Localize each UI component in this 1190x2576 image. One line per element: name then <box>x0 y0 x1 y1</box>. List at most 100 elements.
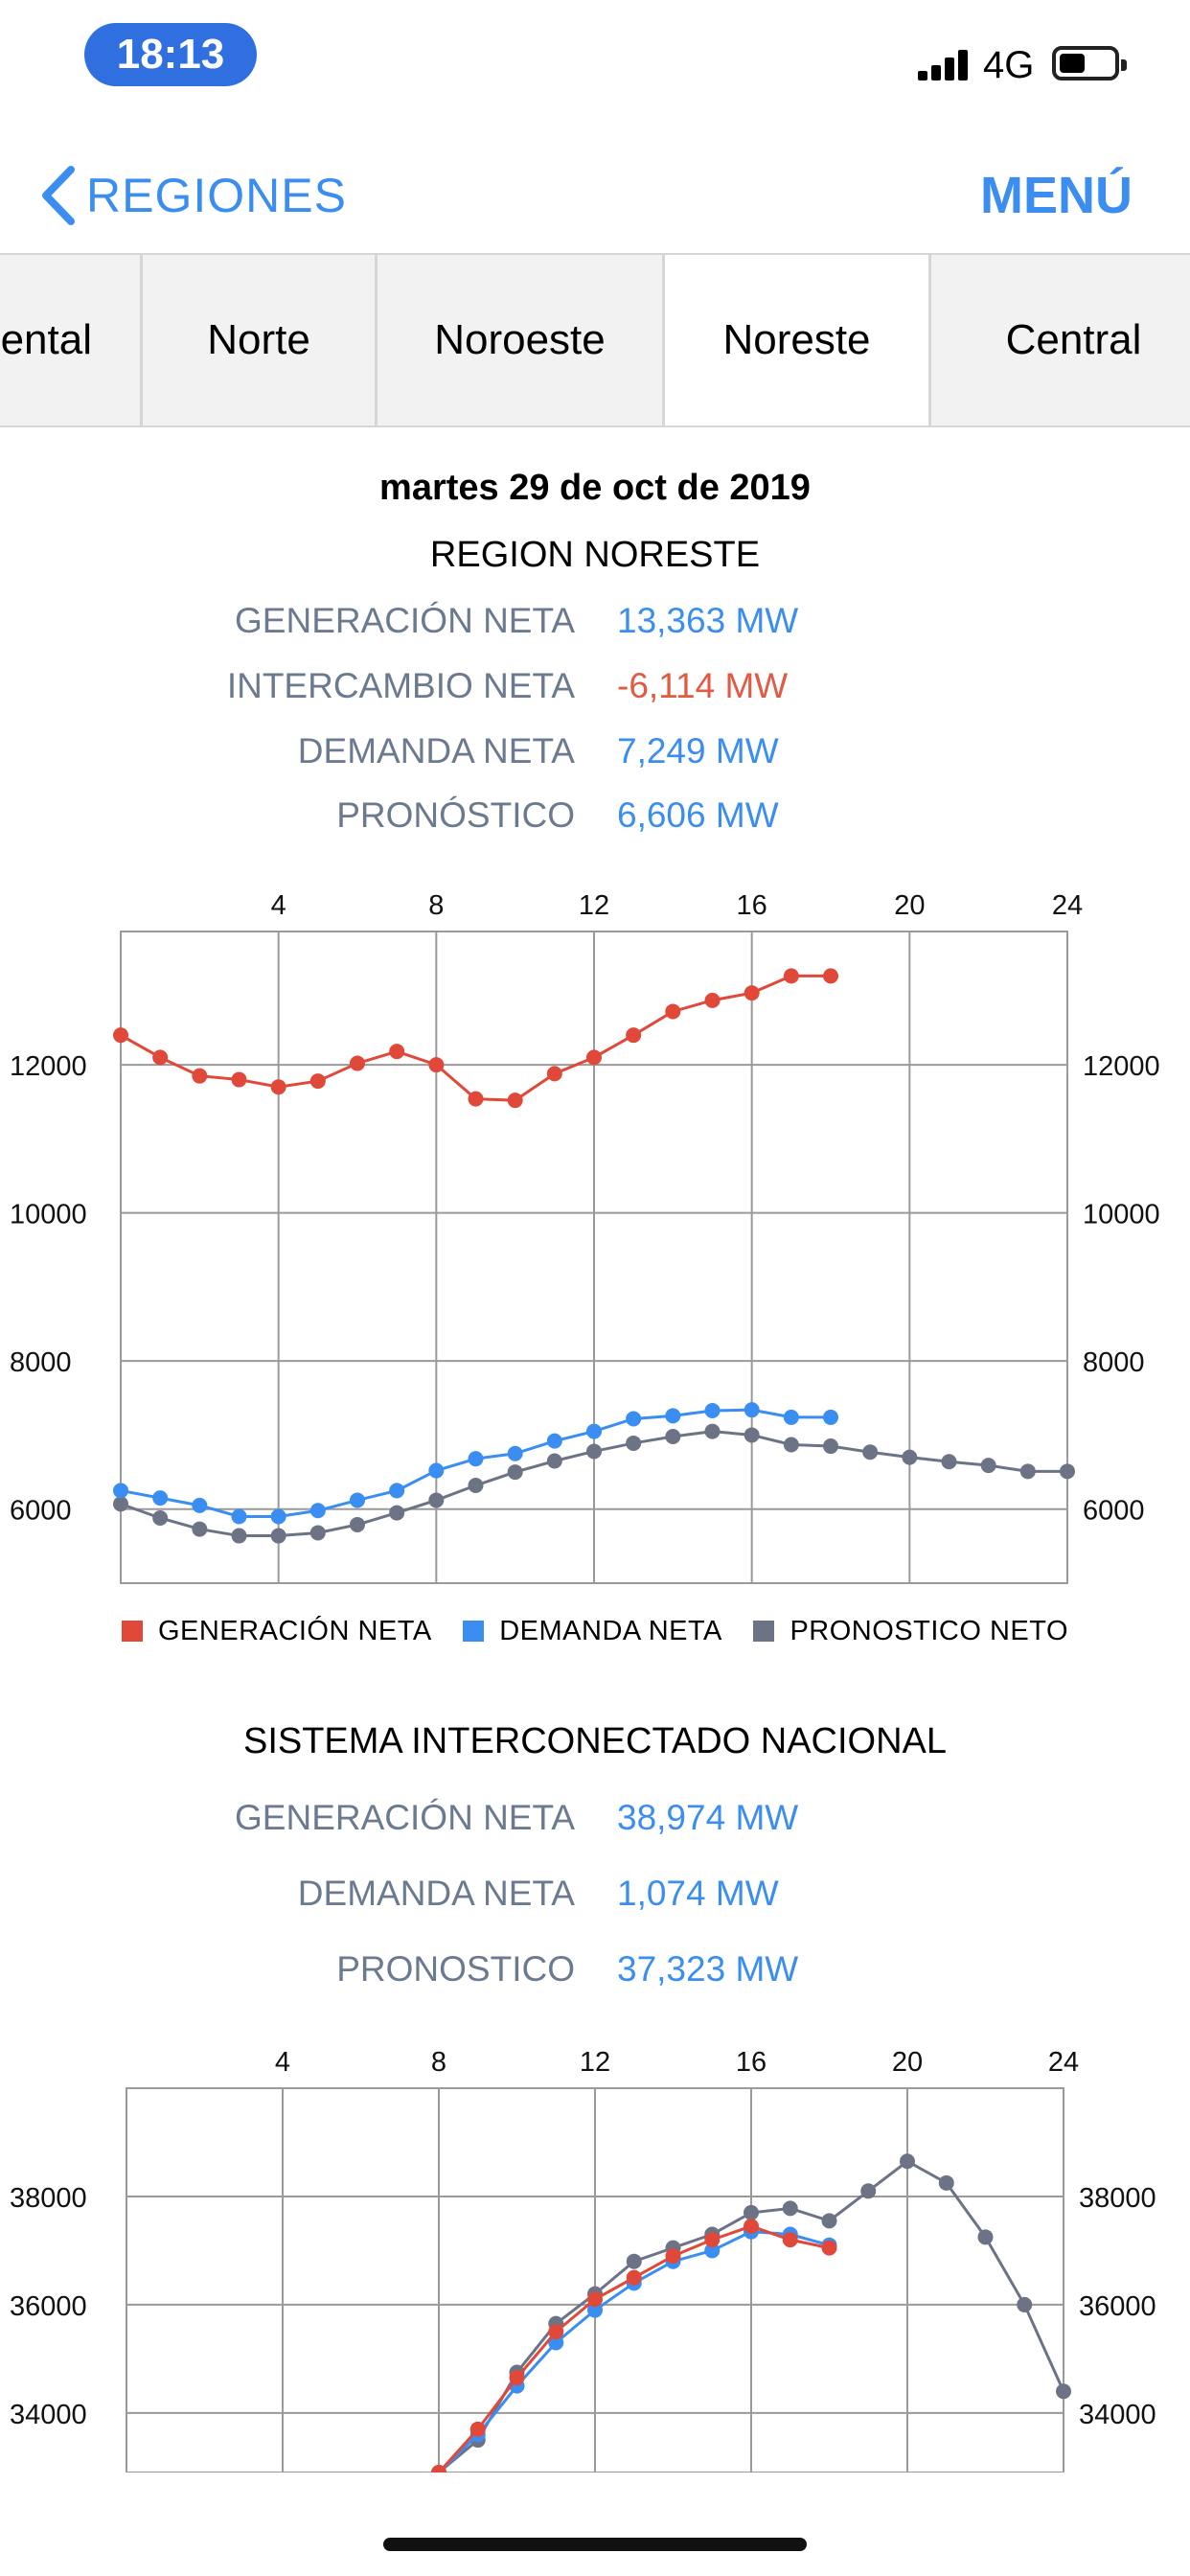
x-tick-label: 24 <box>1052 890 1083 921</box>
data-point-pronostico-neto <box>507 1464 523 1481</box>
data-point-pronostico-neto <box>192 1521 208 1537</box>
data-point-pronostico-neto <box>862 1444 879 1460</box>
y-tick-label-left: 34000 <box>10 2400 87 2430</box>
tab-noroeste[interactable]: Noroeste <box>378 255 665 426</box>
region-interchange-label: INTERCAMBIO NETA <box>226 666 575 705</box>
data-point-demanda-neta <box>626 1411 642 1427</box>
data-point-generaci-n-neta <box>152 1049 169 1066</box>
tab-norte[interactable]: Norte <box>143 255 378 426</box>
data-point-generaci-n-neta <box>782 2232 798 2248</box>
data-point-generaci-n-neta <box>626 2269 642 2286</box>
data-point-demanda-neta <box>309 1503 326 1519</box>
series-group <box>431 2153 1071 2472</box>
data-point-demanda-neta <box>350 1492 365 1508</box>
data-point-generaci-n-neta <box>428 1057 445 1073</box>
data-point-demanda-neta <box>231 1508 247 1525</box>
tab-central[interactable]: Central <box>931 255 1190 426</box>
data-point-demanda-neta <box>468 1451 484 1467</box>
data-point-generaci-n-neta <box>431 2465 446 2472</box>
data-point-demanda-neta <box>546 1433 562 1449</box>
data-point-pronostico-neto <box>270 1528 286 1544</box>
region-forecast-label: PRONÓSTICO <box>336 795 575 835</box>
data-point-generaci-n-neta <box>113 1027 128 1044</box>
region-title: REGION NORESTE <box>429 535 761 575</box>
data-point-demanda-neta <box>113 1483 128 1499</box>
date-heading: martes 29 de oct de 2019 <box>379 468 811 508</box>
x-tick-label: 12 <box>580 2047 610 2078</box>
network-label: 4G <box>983 44 1035 86</box>
legend-swatch-demand <box>463 1621 485 1642</box>
y-tick-label-left: 8000 <box>10 1347 72 1378</box>
data-point-generaci-n-neta <box>389 1044 405 1060</box>
national-forecast-value: 37,323 MW <box>617 1949 799 1989</box>
national-generation-label: GENERACIÓN NETA <box>235 1798 575 1837</box>
data-point-generaci-n-neta <box>231 1071 247 1088</box>
x-tick-label: 16 <box>737 890 767 921</box>
data-point-pronostico-neto <box>626 2253 642 2269</box>
legend-item-generation[interactable]: GENERACIÓN NETA <box>121 1616 432 1647</box>
tab-occidental[interactable]: ental <box>0 255 143 426</box>
home-indicator[interactable] <box>383 2538 807 2551</box>
data-point-demanda-neta <box>665 1408 681 1424</box>
data-point-pronostico-neto <box>860 2183 877 2199</box>
x-tick-label: 20 <box>894 890 925 921</box>
legend-label-forecast: PRONOSTICO NETO <box>790 1616 1069 1646</box>
legend-label-demand: DEMANDA NETA <box>499 1616 722 1646</box>
data-point-generaci-n-neta <box>823 968 838 984</box>
menu-button[interactable]: MENÚ <box>980 167 1133 224</box>
data-point-generaci-n-neta <box>350 1055 365 1071</box>
data-point-generaci-n-neta <box>509 2370 525 2386</box>
data-point-pronostico-neto <box>389 1505 405 1521</box>
chart-legend: GENERACIÓN NETA DEMANDA NETA PRONOSTICO … <box>0 1616 1190 1647</box>
back-button[interactable]: REGIONES <box>34 157 347 234</box>
data-point-generaci-n-neta <box>704 2232 721 2248</box>
data-point-pronostico-neto <box>1060 1463 1075 1480</box>
data-point-pronostico-neto <box>782 2200 798 2217</box>
y-tick-label-right: 34000 <box>1079 2400 1156 2430</box>
tab-noreste[interactable]: Noreste <box>665 255 931 426</box>
status-time[interactable]: 18:13 <box>84 23 257 86</box>
x-tick-label: 24 <box>1048 2047 1079 2078</box>
data-point-pronostico-neto <box>938 2174 954 2191</box>
data-point-generaci-n-neta <box>468 1091 484 1107</box>
data-point-pronostico-neto <box>980 1458 996 1474</box>
data-point-pronostico-neto <box>626 1435 642 1451</box>
data-point-pronostico-neto <box>823 1438 838 1455</box>
data-point-pronostico-neto <box>977 2229 994 2245</box>
data-point-demanda-neta <box>389 1483 405 1499</box>
navigation-bar: REGIONES MENÚ <box>0 144 1190 249</box>
data-point-pronostico-neto <box>1019 1463 1036 1480</box>
y-tick-label-right: 36000 <box>1079 2291 1156 2322</box>
data-point-pronostico-neto <box>1056 2383 1071 2400</box>
data-point-pronostico-neto <box>309 1525 326 1541</box>
data-point-demanda-neta <box>428 1462 445 1479</box>
x-tick-label: 20 <box>892 2047 923 2078</box>
data-point-generaci-n-neta <box>665 1003 681 1020</box>
data-point-pronostico-neto <box>665 1429 681 1444</box>
region-generation-label: GENERACIÓN NETA <box>235 601 575 640</box>
data-point-generaci-n-neta <box>704 992 721 1008</box>
x-tick-label: 8 <box>428 890 444 921</box>
data-point-demanda-neta <box>587 2302 603 2318</box>
data-point-pronostico-neto <box>546 1453 562 1469</box>
data-point-pronostico-neto <box>586 1443 602 1460</box>
back-label: REGIONES <box>86 169 347 222</box>
legend-item-forecast[interactable]: PRONOSTICO NETO <box>753 1616 1068 1647</box>
data-point-demanda-neta <box>270 1508 286 1525</box>
data-point-pronostico-neto <box>744 1427 760 1443</box>
national-title: SISTEMA INTERCONECTADO NACIONAL <box>242 1721 948 1761</box>
legend-label-generation: GENERACIÓN NETA <box>157 1616 432 1646</box>
y-tick-label-left: 12000 <box>10 1051 87 1082</box>
data-point-generaci-n-neta <box>192 1068 208 1084</box>
x-tick-label: 4 <box>271 890 286 921</box>
data-point-demanda-neta <box>586 1423 602 1439</box>
x-tick-label: 16 <box>736 2047 767 2078</box>
data-point-generaci-n-neta <box>783 968 799 984</box>
data-point-pronostico-neto <box>900 2153 915 2170</box>
data-point-demanda-neta <box>152 1490 169 1506</box>
y-tick-label-left: 6000 <box>10 1496 72 1527</box>
region-demand-label: DEMANDA NETA <box>297 731 575 770</box>
y-tick-label-right: 38000 <box>1079 2183 1156 2214</box>
data-point-demanda-neta <box>192 1497 208 1513</box>
legend-item-demand[interactable]: DEMANDA NETA <box>463 1616 722 1647</box>
